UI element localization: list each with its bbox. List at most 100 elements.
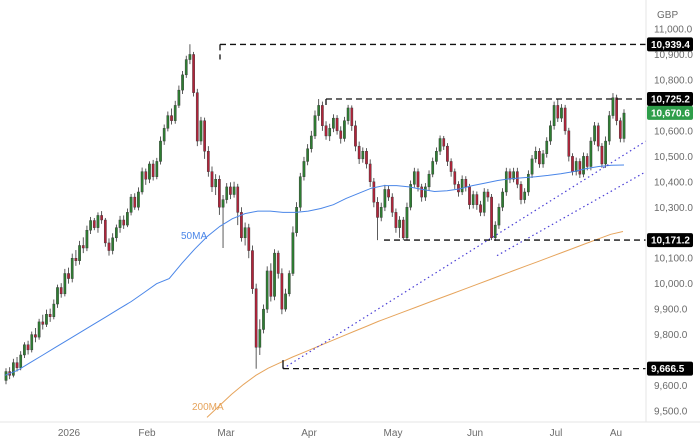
candle-up bbox=[589, 140, 593, 167]
candle-up bbox=[560, 107, 563, 119]
candle-down bbox=[394, 212, 398, 228]
candle-up bbox=[89, 220, 92, 231]
y-tick-label: 10,400.0 bbox=[654, 177, 693, 188]
candle-down bbox=[34, 334, 37, 338]
candle-up bbox=[262, 308, 265, 330]
x-tick-label: May bbox=[384, 428, 403, 439]
candle-down bbox=[195, 92, 199, 142]
candle-down bbox=[578, 161, 582, 175]
candle-up bbox=[332, 117, 335, 129]
candle-up bbox=[361, 151, 365, 160]
candle-up bbox=[302, 161, 306, 177]
candle-down bbox=[556, 105, 560, 119]
candle-up bbox=[295, 207, 298, 233]
candle-up bbox=[431, 161, 435, 175]
price-badge bbox=[647, 233, 693, 248]
candle-down bbox=[122, 219, 126, 226]
candle-up bbox=[45, 314, 48, 325]
candle-up bbox=[582, 156, 585, 175]
candle-up bbox=[166, 115, 170, 129]
candle-up bbox=[232, 186, 236, 195]
candle-down bbox=[468, 186, 471, 205]
candle-down bbox=[103, 219, 107, 244]
candle-down bbox=[365, 151, 368, 165]
candle-up bbox=[412, 171, 416, 185]
candle-down bbox=[15, 362, 19, 368]
candle-up bbox=[471, 194, 475, 205]
x-tick-label: Au bbox=[610, 428, 622, 439]
candle-down bbox=[218, 179, 221, 208]
candle-down bbox=[144, 171, 148, 180]
candle-down bbox=[350, 107, 354, 126]
currency-label: GBP bbox=[657, 10, 678, 21]
y-tick-label: 9,500.0 bbox=[654, 407, 688, 418]
price-badge-label: 9,666.5 bbox=[651, 364, 685, 375]
candle-up bbox=[435, 151, 438, 162]
candle-up bbox=[162, 128, 166, 142]
candle-up bbox=[159, 140, 162, 162]
y-tick-label: 9,800.0 bbox=[654, 330, 688, 341]
candle-up bbox=[328, 128, 332, 137]
candle-up bbox=[177, 89, 181, 106]
candle-up bbox=[493, 224, 497, 239]
price-badge-label: 10,725.2 bbox=[651, 94, 690, 105]
candle-up bbox=[622, 112, 626, 139]
candle-down bbox=[59, 287, 63, 295]
y-tick-label: 10,600.0 bbox=[654, 126, 693, 137]
candle-down bbox=[567, 130, 571, 157]
ma50-line bbox=[4, 164, 625, 376]
candle-up bbox=[593, 125, 596, 142]
candle-down bbox=[376, 201, 379, 218]
candle-down bbox=[519, 184, 523, 200]
candle-down bbox=[41, 321, 45, 325]
candle-up bbox=[184, 59, 188, 76]
candle-up bbox=[343, 120, 346, 139]
candle-up bbox=[63, 273, 67, 295]
candle-up bbox=[56, 287, 59, 305]
candle-down bbox=[92, 220, 96, 228]
candle-down bbox=[401, 219, 405, 239]
candle-up bbox=[118, 219, 122, 228]
candle-down bbox=[335, 117, 339, 132]
candle-down bbox=[133, 196, 137, 208]
candle-up bbox=[115, 227, 118, 239]
candle-down bbox=[453, 171, 457, 185]
candle-up bbox=[398, 219, 401, 228]
candle-down bbox=[229, 186, 232, 195]
candle-up bbox=[140, 171, 144, 193]
candle-down bbox=[67, 273, 70, 279]
y-tick-label: 10,900.0 bbox=[654, 50, 693, 61]
candle-up bbox=[199, 120, 203, 142]
price-level-layer: 10,939.4 10,725.2 10,670.6 10,171.2 9,666.5 bbox=[219, 37, 693, 376]
price-badge bbox=[647, 361, 693, 376]
candle-down bbox=[420, 186, 424, 198]
price-badge-label: 10,670.6 bbox=[651, 108, 690, 119]
candle-up bbox=[214, 179, 218, 188]
candle-down bbox=[357, 145, 361, 160]
candle-layer bbox=[4, 44, 626, 385]
candle-up bbox=[504, 171, 508, 193]
candle-up bbox=[221, 199, 225, 208]
candle-down bbox=[442, 138, 446, 147]
candle-down bbox=[368, 163, 372, 182]
candle-up bbox=[284, 293, 287, 310]
candle-down bbox=[210, 171, 214, 188]
price-badge-label: 10,939.4 bbox=[651, 40, 690, 51]
candle-down bbox=[206, 151, 210, 172]
candle-down bbox=[446, 145, 449, 162]
x-tick-label: Jul bbox=[550, 428, 563, 439]
candle-down bbox=[490, 196, 493, 239]
trendline-layer bbox=[282, 140, 647, 370]
candle-up bbox=[188, 54, 192, 60]
candle-up bbox=[298, 176, 302, 208]
ma50-label: 50MA bbox=[181, 231, 207, 242]
candle-up bbox=[523, 191, 527, 200]
candle-up bbox=[545, 140, 549, 154]
candle-up bbox=[225, 186, 229, 200]
candle-down bbox=[390, 196, 394, 213]
candle-up bbox=[309, 135, 313, 149]
candle-up bbox=[243, 227, 247, 239]
candle-up bbox=[527, 173, 530, 193]
